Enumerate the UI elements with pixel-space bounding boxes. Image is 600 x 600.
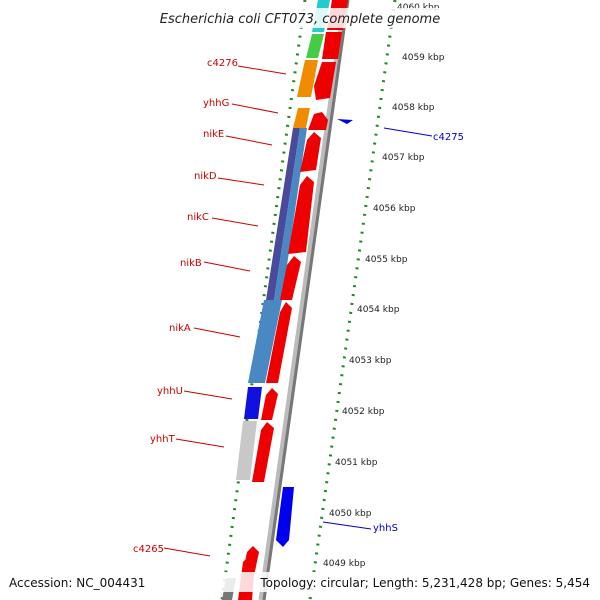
gene-leader-line [203, 261, 251, 272]
left-feature-track [222, 0, 330, 600]
outer-dotted-slot [308, 0, 397, 600]
scale-tick-label: 4054 kbp [357, 305, 400, 315]
backbone-line [262, 0, 350, 600]
gene-label: nikC [187, 212, 209, 223]
gene-label: c4275 [433, 132, 464, 143]
title-background [150, 8, 450, 28]
forward-cds-arrow [314, 62, 336, 100]
scale-tick-label: 4056 kbp [373, 204, 416, 214]
feature-block-yhhU [244, 387, 262, 419]
feature-block-nikA [248, 300, 282, 383]
scale-tick-label: 4058 kbp [392, 103, 435, 113]
accession-text: Accession: NC_004431 [9, 576, 145, 590]
forward-cds-arrow [308, 112, 328, 130]
feature-block-green [306, 34, 324, 58]
gene-label: nikE [203, 129, 224, 140]
scale-ticks: 4060 kbp 4059 kbp 4058 kbp 4057 kbp 4056… [323, 3, 445, 569]
scale-tick-label: 4049 kbp [323, 559, 366, 569]
gene-label: c4265 [133, 544, 164, 555]
scale-tick-label: 4059 kbp [402, 53, 445, 63]
scale-tick-label: 4050 kbp [329, 509, 372, 519]
gene-label: yhhS [373, 523, 398, 534]
gene-label: c4276 [207, 58, 238, 69]
forward-cds-track [238, 0, 348, 600]
reverse-cds-track [276, 119, 353, 547]
gene-label: nikD [194, 171, 217, 182]
reverse-cds-arrow-c4275 [337, 119, 353, 124]
scale-tick-label: 4051 kbp [335, 458, 378, 468]
gene-label: yhhU [157, 386, 183, 397]
feature-block-orange-yhhG [293, 108, 310, 128]
forward-cds-arrow [261, 388, 278, 420]
gene-leader-line [211, 217, 259, 227]
scale-tick-label: 4053 kbp [349, 356, 392, 366]
forward-cds-arrow [300, 132, 321, 172]
gene-label: nikB [180, 258, 202, 269]
scale-tick-label: 4052 kbp [342, 407, 385, 417]
gene-label: yhhT [150, 434, 176, 445]
gene-leader-line [217, 177, 265, 186]
left-gene-labels: c4276 yhhG nikE nikD nikC nikB nikA yhhU… [133, 58, 287, 557]
genome-summary-text: Topology: circular; Length: 5,231,428 bp… [259, 576, 590, 590]
gene-leader-line [163, 547, 211, 557]
gene-leader-line [175, 438, 225, 448]
feature-block-orange-c4276 [297, 60, 318, 97]
gene-leader-line [383, 127, 433, 137]
inner-dotted-slot [220, 0, 307, 600]
scale-tick-label: 4057 kbp [382, 153, 425, 163]
backbone-line-light [258, 0, 350, 600]
gene-leader-line [183, 390, 233, 400]
footer-background [0, 572, 600, 592]
scale-tick-label: 4055 kbp [365, 255, 408, 265]
forward-cds-arrow [322, 32, 342, 59]
gene-leader-line [231, 103, 279, 114]
gene-label: yhhG [203, 98, 229, 109]
gene-leader-line [322, 521, 372, 530]
right-gene-labels: c4275 yhhS [322, 127, 464, 534]
gene-leader-line [225, 135, 273, 146]
gene-leader-line [237, 65, 287, 75]
feature-block-nikBC [274, 128, 307, 300]
map-title: Escherichia coli CFT073, complete genome [160, 12, 440, 27]
forward-cds-arrow [252, 422, 274, 482]
feature-block-yhhT [236, 421, 257, 480]
gene-leader-line [193, 327, 241, 338]
forward-cds-arrow [266, 302, 292, 383]
reverse-cds-arrow-yhhS [276, 487, 294, 547]
feature-block-nikE [266, 128, 300, 300]
forward-cds-arrow [280, 256, 301, 300]
forward-cds-arrow [288, 176, 314, 254]
gene-label: nikA [169, 323, 191, 334]
